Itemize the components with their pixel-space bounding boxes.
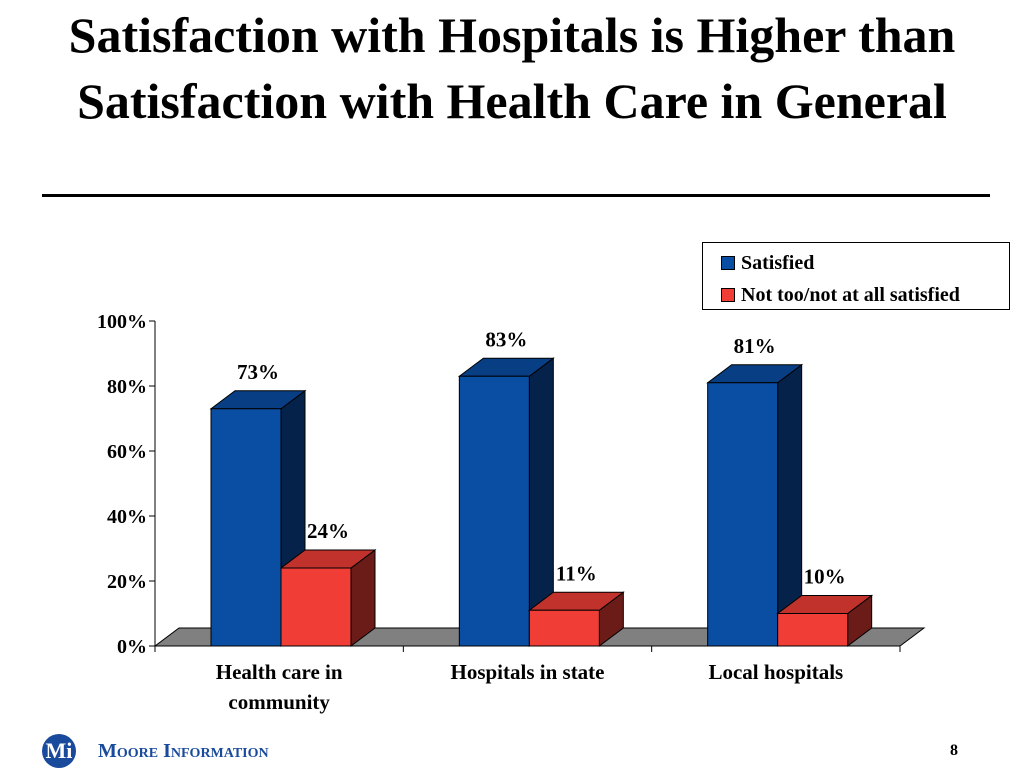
y-tick-label: 80% <box>107 376 147 398</box>
legend-label-satisfied: Satisfied <box>741 251 815 274</box>
data-label-satisfied-health-care-in-community: 73% <box>237 360 279 384</box>
y-tick-label: 60% <box>107 441 147 463</box>
data-label-not-too-not-at-all-satisfied-local-hospitals: 10% <box>804 565 846 589</box>
bar-not-too-not-at-all-satisfied-local-hospitals <box>777 613 849 647</box>
y-tick-label: 40% <box>107 506 147 528</box>
x-tick-label-hospitals-in-state: Hospitals in state <box>450 660 604 684</box>
legend-label-not-satisfied: Not too/not at all satisfied <box>741 283 960 306</box>
legend-swatch-not-satisfied <box>721 288 735 302</box>
bar-satisfied-local-hospitals <box>707 382 779 647</box>
company-name: Moore Information <box>98 740 269 762</box>
company-logo: Mi <box>42 734 76 768</box>
y-tick-label: 100% <box>97 311 147 333</box>
page-number: 8 <box>950 742 958 759</box>
y-tick-label: 20% <box>107 571 147 593</box>
data-label-satisfied-local-hospitals: 81% <box>734 334 776 358</box>
bar-not-too-not-at-all-satisfied-hospitals-in-state <box>528 609 600 647</box>
x-tick-label-local-hospitals: Local hospitals <box>708 660 843 684</box>
data-label-satisfied-hospitals-in-state: 83% <box>485 327 527 351</box>
bar-not-too-not-at-all-satisfied-health-care-in-community <box>280 567 352 647</box>
legend-swatch-satisfied <box>721 256 735 270</box>
bar-satisfied-hospitals-in-state <box>458 375 530 647</box>
chart-legend: Satisfied Not too/not at all satisfied <box>702 242 1010 310</box>
legend-item-not-satisfied: Not too/not at all satisfied <box>721 283 960 307</box>
slide-title: Satisfaction with Hospitals is Higher th… <box>68 7 956 129</box>
bar-satisfied-health-care-in-community <box>210 408 282 647</box>
data-label-not-too-not-at-all-satisfied-hospitals-in-state: 11% <box>556 561 597 585</box>
legend-item-satisfied: Satisfied <box>721 251 814 275</box>
y-tick-label: 0% <box>117 636 147 658</box>
data-label-not-too-not-at-all-satisfied-health-care-in-community: 24% <box>307 519 349 543</box>
x-tick-label-health-care-in-community: Health care in community <box>216 660 343 714</box>
title-underline <box>42 194 990 197</box>
